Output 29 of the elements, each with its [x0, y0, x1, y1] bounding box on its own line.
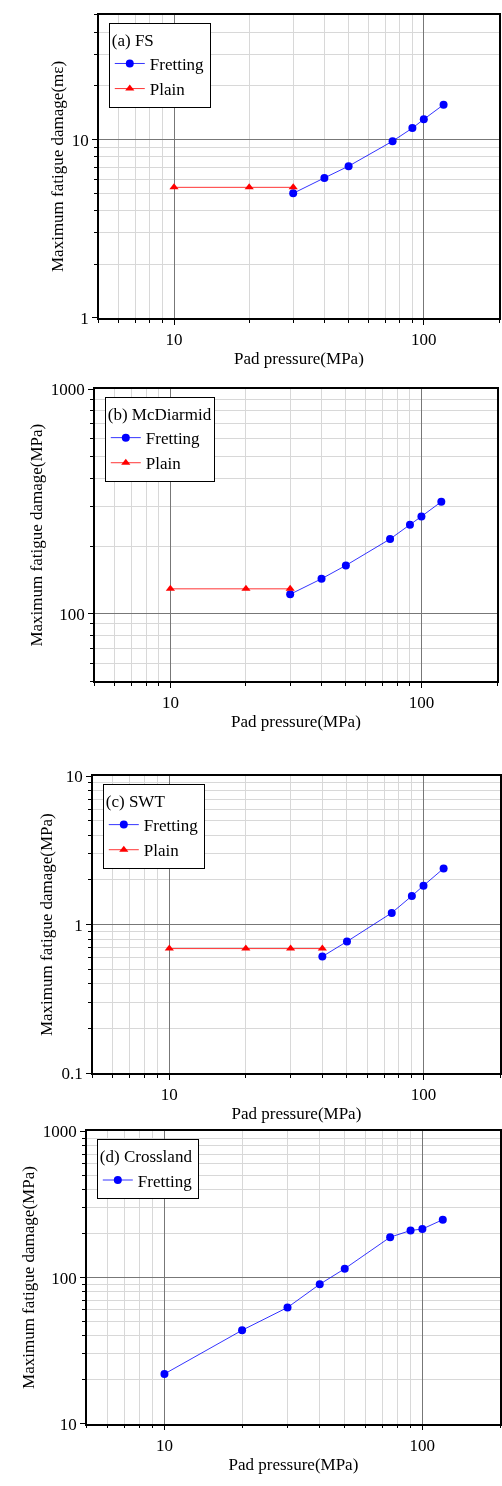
y-tick-label: 1 — [80, 308, 89, 328]
y-tick-label: 1000 — [50, 380, 85, 400]
y-tick-label: 100 — [51, 1268, 77, 1288]
legend-label: Plain — [149, 80, 186, 100]
legend-label: Fretting — [149, 55, 205, 75]
y-axis-title: Maximum fatigue damage(MPa) — [26, 423, 46, 647]
y-tick-label: 1 — [74, 915, 83, 935]
y-axis-title: Maximum fatigue damage(mε) — [47, 60, 67, 272]
legend-label: Plain — [143, 841, 180, 861]
y-axis-title: Maximum fatigue damage(MPa) — [37, 813, 57, 1037]
legend-label: Fretting — [143, 816, 199, 836]
legend-title: (c) SWT — [105, 792, 166, 812]
legend-title: (a) FS — [111, 30, 154, 50]
y-tick-label: 1000 — [42, 1122, 77, 1142]
x-axis-title: Pad pressure(MPa) — [233, 349, 364, 369]
legend-title: (d) Crossland — [99, 1147, 193, 1167]
y-tick-label: 0.1 — [61, 1064, 83, 1084]
x-axis-title: Pad pressure(MPa) — [230, 712, 361, 732]
x-axis-title: Pad pressure(MPa) — [228, 1454, 359, 1474]
y-tick-label: 100 — [59, 604, 85, 624]
legend-title: (b) McDiarmid — [107, 405, 212, 425]
x-axis-title: Pad pressure(MPa) — [231, 1104, 362, 1124]
y-tick-label: 10 — [65, 767, 83, 787]
y-tick-label: 10 — [71, 130, 89, 150]
legend-label: Plain — [145, 454, 182, 474]
legend-label: Fretting — [137, 1171, 193, 1191]
y-tick-label: 10 — [59, 1414, 77, 1434]
legend-label: Fretting — [145, 429, 201, 449]
y-axis-title: Maximum fatigue damage(MPa) — [18, 1166, 38, 1389]
